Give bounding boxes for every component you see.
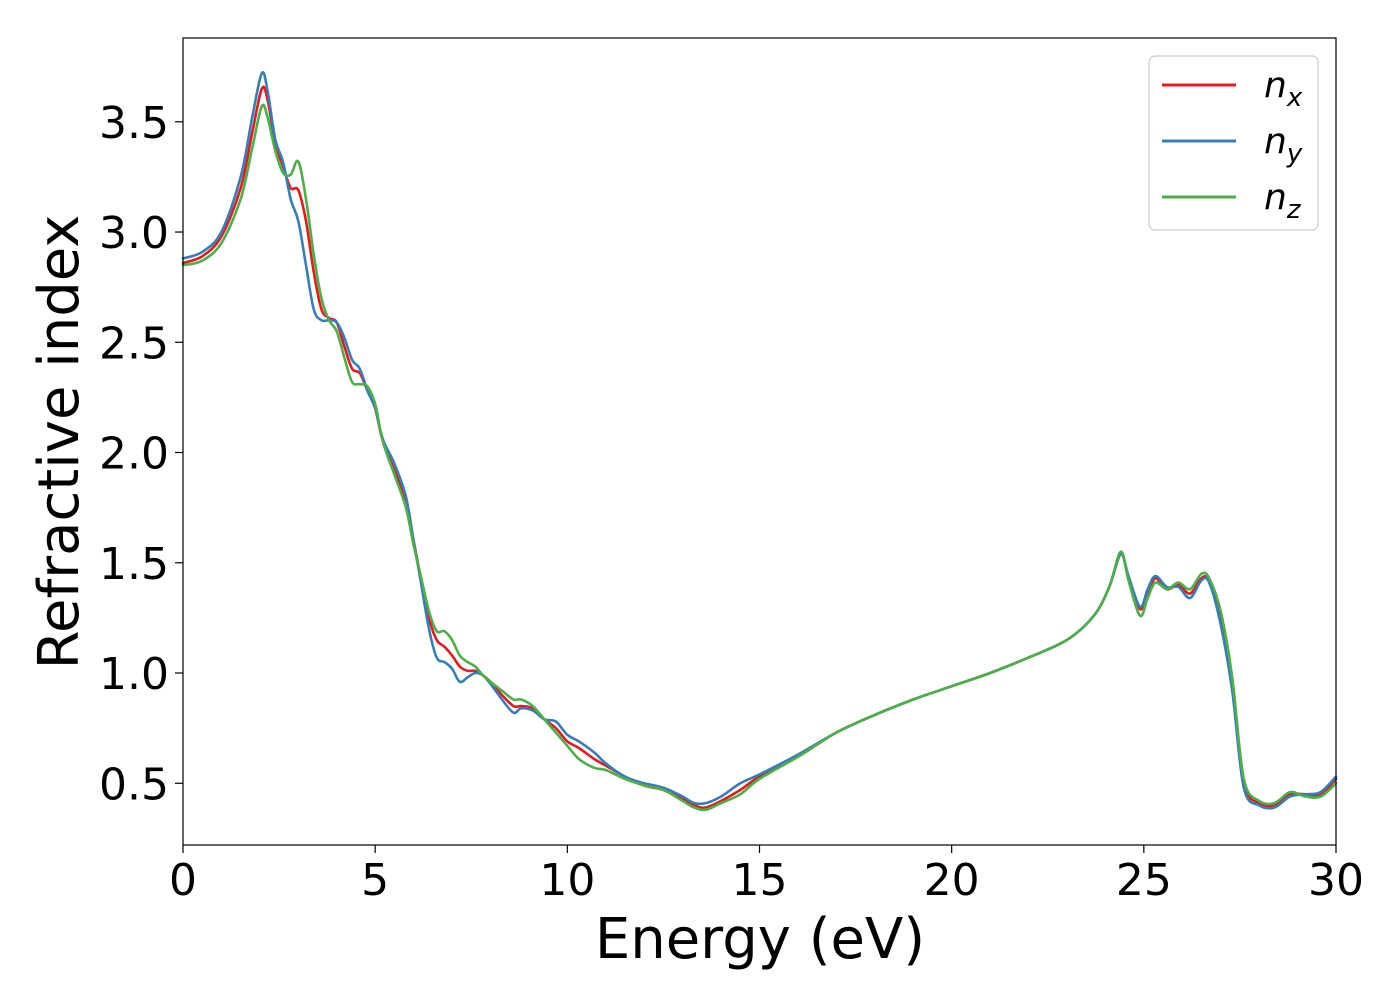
legend-entries: nx ny nz	[1162, 65, 1303, 225]
x-tick-label: 20	[924, 855, 980, 906]
series-line-z	[181, 103, 1338, 812]
x-tick-label: 25	[1116, 855, 1172, 906]
legend: nx ny nz	[1148, 55, 1319, 231]
x-tick-label: 10	[539, 855, 595, 906]
x-axis-label: Energy (eV)	[595, 907, 925, 972]
y-tick-label: 3.5	[99, 98, 169, 149]
y-tick-label: 3.0	[99, 208, 169, 259]
y-axis-ticks: 0.5 1.0 1.5 2.0 2.5 3.0 3.5	[99, 98, 183, 810]
x-axis-ticks: 0 5 10 15 20 25 30	[169, 845, 1364, 906]
legend-label-z: nz	[1264, 177, 1302, 225]
y-tick-label: 2.5	[99, 318, 169, 369]
y-tick-label: 2.0	[99, 429, 169, 480]
y-tick-label: 1.5	[99, 539, 169, 590]
y-axis-label: Refractive index	[27, 215, 92, 670]
legend-label-x: nx	[1264, 65, 1303, 113]
y-tick-label: 0.5	[99, 759, 169, 810]
x-tick-label: 5	[361, 855, 389, 906]
legend-label-y: ny	[1264, 121, 1303, 169]
series-line-y	[181, 71, 1338, 810]
y-tick-label: 1.0	[99, 649, 169, 700]
series-layer	[181, 71, 1338, 812]
x-tick-label: 15	[732, 855, 788, 906]
legend-box	[1148, 55, 1319, 231]
x-tick-label: 0	[169, 855, 197, 906]
x-tick-label: 30	[1308, 855, 1364, 906]
